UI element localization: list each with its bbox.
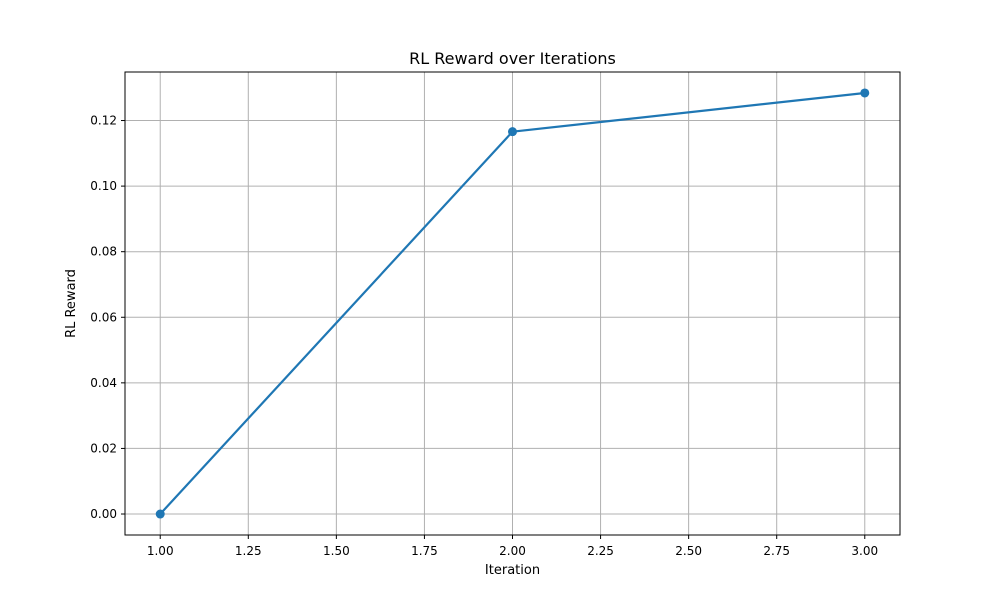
y-tick-label: 0.06: [90, 310, 117, 324]
series-layer: [155, 88, 870, 519]
x-axis-label: Iteration: [485, 563, 540, 578]
y-tick-label: 0.10: [90, 179, 117, 193]
y-tick-label: 0.04: [90, 376, 117, 390]
x-tick-label: 1.75: [411, 544, 438, 558]
y-axis-label: RL Reward: [64, 269, 79, 338]
x-tick-label: 1.00: [147, 544, 174, 558]
data-point: [860, 88, 870, 98]
y-tick-label: 0.08: [90, 245, 117, 259]
data-point: [508, 127, 517, 137]
chart-title: RL Reward over Iterations: [409, 49, 616, 68]
x-tick-label: 2.25: [587, 544, 614, 558]
x-tick-label: 2.50: [675, 544, 702, 558]
x-tick-label: 1.25: [235, 544, 262, 558]
x-tick-label: 3.00: [851, 544, 878, 558]
y-tick-label: 0.02: [90, 441, 117, 455]
data-point: [155, 509, 165, 519]
grid: [125, 72, 900, 535]
x-tick-label: 1.50: [323, 544, 350, 558]
y-tick-label: 0.12: [90, 114, 117, 128]
x-tick-label: 2.75: [763, 544, 790, 558]
x-tick-label: 2.00: [499, 544, 526, 558]
y-tick-label: 0.00: [90, 507, 117, 521]
axis-ticks: 1.00 1.25 1.50 1.75 2.00 2.25 2.50 2.75 3.00 0.00…: [90, 114, 878, 558]
